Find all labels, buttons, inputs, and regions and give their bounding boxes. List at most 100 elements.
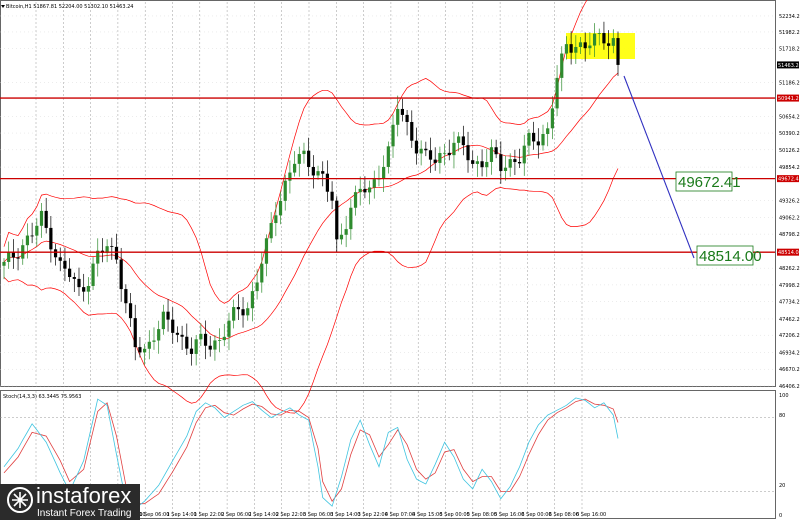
candle-body-95 [447, 152, 451, 156]
candle-body-122 [574, 46, 578, 53]
logo-name: instaforex [36, 483, 131, 508]
candle-body-120 [564, 44, 569, 54]
candle-body-63 [297, 154, 301, 164]
grid [0, 2, 775, 518]
candle-body-65 [307, 150, 311, 167]
candle-body-128 [602, 33, 606, 44]
candle-body-7 [35, 225, 39, 236]
candle-body-28 [133, 318, 137, 348]
candle-body-92 [433, 159, 437, 163]
candle-body-76 [358, 188, 362, 193]
candle-body-67 [316, 171, 320, 176]
candle-body-3 [16, 257, 20, 259]
x-tick-20: 6 Sep 16:00 [576, 512, 606, 518]
bollinger-upper [3, 0, 588, 304]
logo-tagline: Instant Forex Trading [37, 508, 132, 519]
candle-body-72 [339, 234, 344, 240]
candle-body-131 [616, 38, 620, 65]
chart-header: Bitcoin,H1 51867.81 52204.00 51302.10 51… [6, 4, 133, 10]
candle-body-31 [147, 341, 151, 349]
candle-body-59 [278, 200, 283, 216]
candle-body-115 [541, 133, 545, 146]
candle-body-81 [382, 166, 386, 179]
candle-body-42 [199, 333, 203, 340]
candle-body-34 [161, 311, 165, 330]
candle-body-33 [157, 329, 161, 341]
stoch-main-line [3, 397, 619, 510]
candle-body-25 [119, 259, 123, 290]
candle-body-60 [283, 180, 287, 201]
candle-body-23 [110, 246, 114, 247]
candle-body-117 [550, 108, 554, 129]
x-tick-10: 3 Sep 06:00 [303, 512, 333, 518]
candle-body-1 [7, 252, 11, 262]
candle-body-2 [11, 252, 15, 258]
candle-body-98 [461, 136, 465, 146]
candle-body-53 [250, 291, 255, 309]
candle-body-79 [372, 179, 376, 188]
candle-body-94 [442, 152, 447, 154]
x-tick-12: 3 Sep 22:00 [358, 512, 388, 518]
recent-candles [560, 21, 620, 92]
candle-body-13 [63, 260, 67, 269]
candle-body-127 [597, 33, 601, 34]
candle-body-20 [96, 250, 100, 264]
candle-body-123 [578, 42, 583, 47]
candle-body-124 [583, 42, 587, 49]
candle-body-40 [189, 348, 194, 354]
candle-body-46 [218, 340, 222, 341]
candle-body-77 [363, 188, 367, 193]
candle-body-37 [175, 332, 180, 335]
candle-body-99 [466, 145, 470, 161]
candle-body-70 [330, 191, 334, 201]
price-tag-level-0: 50941.20 [778, 96, 800, 102]
candle-body-18 [86, 285, 90, 292]
candle-body-100 [471, 160, 475, 164]
candle-body-73 [344, 229, 348, 235]
x-tick-8: 2 Sep 14:00 [248, 512, 278, 518]
y-tick-15: 47206.20 [779, 333, 800, 339]
candle-body-102 [480, 161, 484, 168]
candle-body-125 [588, 45, 592, 49]
y-tick-0: 52234.20 [779, 14, 800, 20]
candle-body-64 [302, 150, 306, 155]
stoch-signal-line [3, 398, 619, 505]
y-tick-2: 51718.20 [779, 47, 800, 53]
candle-body-69 [325, 173, 330, 192]
candle-body-112 [527, 132, 531, 146]
candle-body-85 [400, 108, 404, 115]
candle-body-109 [513, 159, 517, 162]
projection-line [623, 75, 695, 259]
y-tick-5: 50390.20 [779, 131, 800, 137]
candle-body-83 [391, 124, 395, 147]
y-tick-7: 49854.20 [779, 165, 800, 171]
candle-body-26 [124, 289, 128, 304]
candle-body-51 [241, 309, 245, 316]
price-tag-level-0-bg [777, 94, 799, 102]
price-tag-current-bg [777, 61, 799, 69]
candle-body-114 [536, 141, 540, 146]
x-tick-16: 5 Sep 08:00 [467, 512, 497, 518]
candle-body-78 [367, 187, 372, 193]
y-tick-14: 47462.20 [779, 317, 800, 323]
key-levels [0, 97, 775, 253]
stoch-header: Stoch(14,3,3) 63.3445 75.9563 [3, 394, 81, 400]
candle-body-58 [274, 215, 278, 224]
candle-body-110 [517, 161, 522, 164]
x-tick-7: 2 Sep 06:00 [221, 512, 251, 518]
candle-body-14 [68, 268, 72, 278]
candle-body-116 [546, 128, 550, 134]
x-tick-14: 4 Sep 15:00 [412, 512, 442, 518]
candle-body-17 [82, 287, 86, 292]
candle-body-129 [607, 43, 611, 46]
candle-body-84 [396, 108, 400, 125]
candle-body-101 [475, 161, 479, 164]
highlight-box [566, 33, 635, 59]
x-tick-13: 4 Sep 07:00 [385, 512, 415, 518]
candle-body-90 [424, 148, 428, 151]
candle-body-19 [91, 263, 95, 286]
candle-body-55 [260, 263, 264, 283]
x-tick-15: 5 Sep 00:00 [440, 512, 470, 518]
candle-body-29 [138, 347, 142, 353]
